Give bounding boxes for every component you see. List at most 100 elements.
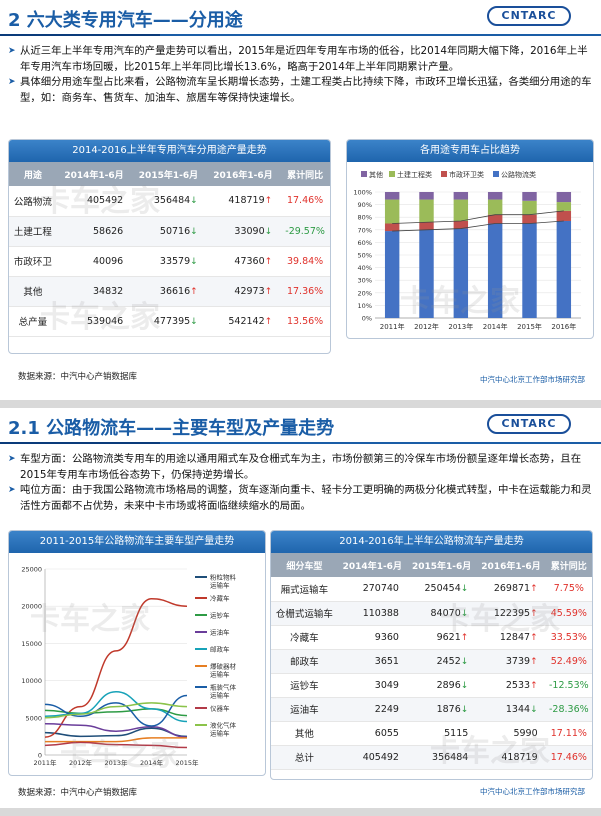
- bar-segment: [487, 192, 503, 200]
- cell-yoy: 7.75%: [545, 577, 592, 602]
- row-label: 市政环卫: [9, 246, 57, 277]
- cell-2016: 33090↓: [205, 216, 281, 247]
- table-row: 总产量 539046 477395↓ 542142↑ 13.56%: [9, 306, 330, 337]
- x-tick-label: 2011年: [380, 322, 405, 331]
- bar-segment: [384, 223, 400, 232]
- column-header: 2016年1-6月: [476, 553, 546, 577]
- row-label: 总产量: [9, 306, 57, 337]
- series-line: [44, 702, 188, 719]
- cell-2016: 5990: [476, 721, 546, 746]
- y-tick-label: 5000: [25, 714, 42, 722]
- legend-swatch: [361, 171, 367, 177]
- cell-yoy: 17.46%: [545, 745, 592, 770]
- legend-label: 邮政车: [210, 645, 230, 654]
- bullet: ➤ 具体细分用途车型占比来看，公路物流车呈长期增长态势，土建工程类占比持续下降，市…: [8, 75, 593, 106]
- table-row: 土建工程 58626 50716↓ 33090↓ -29.57%: [9, 216, 330, 247]
- arrow-bullet-icon: ➤: [8, 46, 16, 56]
- legend-label: 冷藏车: [210, 594, 230, 603]
- column-header: 用途: [9, 162, 57, 186]
- series-line: [44, 723, 188, 738]
- legend-label: 土建工程类: [397, 170, 432, 179]
- legend-label: 运输车: [210, 729, 230, 738]
- cell-2014: 405492: [56, 186, 132, 217]
- up-arrow-icon: ↑: [530, 632, 538, 643]
- slide-1: 2 六大类专用汽车——分用途 CNTARC ➤ 从近三年上半年专用汽车的产量走势可…: [0, 0, 601, 400]
- series-line: [44, 741, 188, 749]
- cell-yoy: 17.11%: [545, 721, 592, 746]
- x-tick-label: 2014年: [140, 758, 164, 767]
- table-header-row: 用途 2014年1-6月 2015年1-6月 2016年1-6月 累计同比: [9, 162, 330, 186]
- slide-2-bullets: ➤ 车型方面：公路物流类专用车的用途以通用厢式车及仓栅式车为主，市场份额第三的冷保…: [8, 452, 593, 514]
- slide-1-title-bar: 2 六大类专用汽车——分用途 CNTARC: [0, 0, 601, 40]
- up-arrow-icon: ↑: [460, 632, 469, 643]
- bar-segment: [453, 192, 469, 200]
- legend-label: 粉粒物料: [210, 573, 237, 582]
- legend-label: 运钞车: [210, 611, 230, 620]
- cell-2016: 47360↑: [205, 246, 281, 277]
- share-stacked-bar-chart: 其他 土建工程类 市政环卫类 公路物流类 0% 10% 20% 30% 40% 50% 60% 70%…: [353, 170, 581, 331]
- column-header: 2015年1-6月: [131, 162, 206, 186]
- column-header: 2016年1-6月: [205, 162, 281, 186]
- trend-line: [392, 210, 564, 224]
- up-arrow-icon: ↑: [264, 196, 273, 207]
- cell-2015: 33579↓: [131, 246, 206, 277]
- vehicle-line-chart: 0 5000 10000 15000 20000 25000 2011年 2012年 2013年…: [21, 566, 237, 768]
- slide-2-footer: 中汽中心北京工作部市场研究部: [480, 787, 585, 796]
- bar-segment: [419, 199, 434, 223]
- x-tick-label: 2014年: [483, 322, 508, 331]
- legend-label: 运输车: [210, 691, 230, 700]
- y-tick-label: 10%: [358, 302, 372, 310]
- title-rule: [0, 34, 601, 36]
- cell-2015: 477395↓: [131, 306, 206, 337]
- y-tick-label: 90%: [358, 201, 372, 209]
- up-arrow-icon: ↑: [530, 608, 538, 619]
- x-tick-label: 2015年: [517, 322, 542, 331]
- y-tick-label: 0%: [362, 315, 372, 323]
- vehicle-line-chart-title: 2011-2015年公路物流车主要车型产量走势: [9, 531, 265, 553]
- cell-yoy: 17.46%: [280, 186, 330, 217]
- y-tick-label: 70%: [358, 226, 372, 234]
- bar-segment: [384, 192, 400, 200]
- y-tick-label: 10000: [21, 677, 42, 685]
- bar-segment: [384, 199, 400, 224]
- up-arrow-icon: ↑: [530, 584, 538, 595]
- up-arrow-icon: ↑: [190, 286, 198, 297]
- cell-2015: 356484↓: [131, 186, 206, 217]
- bullet: ➤ 吨位方面：由于我国公路物流市场格局的调整，货车逐渐向重卡、轻卡分工更明确的两极…: [8, 483, 593, 514]
- cell-2015: 36616↑: [131, 276, 206, 307]
- x-tick-label: 2013年: [448, 322, 473, 331]
- legend-swatch: [389, 171, 395, 177]
- bar-segment: [556, 210, 572, 221]
- cell-2014: 2249: [337, 697, 407, 722]
- usage-table-heading: 2014-2016上半年专用汽车分用途产量走势: [9, 140, 330, 162]
- row-label: 运油车: [271, 697, 338, 722]
- bar-segment: [384, 231, 400, 318]
- down-arrow-icon: ↓: [460, 704, 469, 715]
- share-chart-panel: 各用途专用车占比趋势 其他 土建工程类 市政环卫类 公路物流类 0% 10% 20% 30% 4…: [346, 139, 594, 339]
- table-row: 仓栅式运输车 110388 84070↓ 122395↑ 45.59%: [271, 601, 592, 626]
- legend-label: 运油车: [210, 628, 230, 637]
- legend-label: 液化气体: [210, 721, 237, 730]
- down-arrow-icon: ↓: [190, 226, 198, 237]
- cell-yoy: 33.53%: [545, 625, 592, 650]
- y-tick-label: 80%: [358, 214, 372, 222]
- up-arrow-icon: ↑: [264, 256, 273, 267]
- bar-segment: [453, 228, 469, 318]
- bullet: ➤ 从近三年上半年专用汽车的产量走势可以看出，2015年是近四年专用车市场的低谷，…: [8, 44, 593, 75]
- x-tick-label: 2012年: [414, 322, 439, 331]
- bar-segment: [522, 200, 537, 215]
- vehicle-line-chart-panel: 2011-2015年公路物流车主要车型产量走势 0 5000 10000 15000 2…: [8, 530, 266, 776]
- arrow-bullet-icon: ➤: [8, 77, 16, 87]
- cell-2014: 405492: [337, 745, 407, 770]
- cell-yoy: -12.53%: [545, 673, 592, 698]
- row-label: 运钞车: [271, 673, 338, 698]
- y-tick-label: 0: [38, 752, 42, 760]
- legend-label: 运输车: [210, 581, 230, 590]
- down-arrow-icon: ↓: [530, 704, 538, 715]
- table-header-row: 细分车型 2014年1-6月 2015年1-6月 2016年1-6月 累计同比: [271, 553, 592, 577]
- series-line: [44, 727, 188, 738]
- x-tick-label: 2012年: [69, 758, 93, 767]
- table-row: 公路物流 405492 356484↓ 418719↑ 17.46%: [9, 186, 330, 217]
- up-arrow-icon: ↑: [530, 680, 538, 691]
- legend-swatch: [441, 171, 447, 177]
